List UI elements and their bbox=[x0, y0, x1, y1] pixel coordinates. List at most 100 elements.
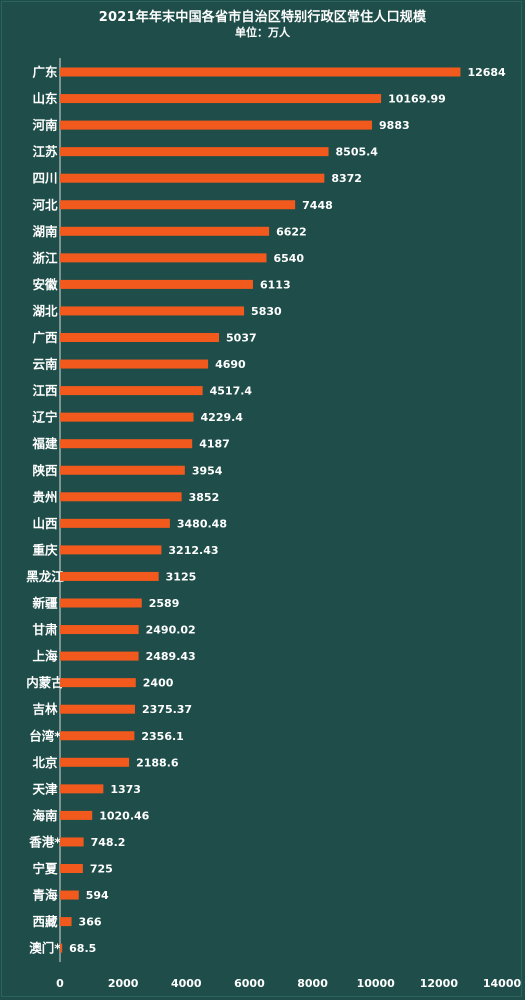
category-label: 广东 bbox=[32, 65, 58, 80]
category-label: 云南 bbox=[32, 357, 58, 372]
bar bbox=[60, 492, 182, 502]
data-label: 9883 bbox=[379, 119, 410, 132]
data-label: 3212.43 bbox=[168, 544, 218, 557]
data-label: 2356.1 bbox=[141, 730, 183, 743]
data-label: 366 bbox=[79, 916, 102, 929]
bar bbox=[60, 412, 194, 422]
category-label: 山西 bbox=[32, 516, 57, 531]
data-label: 4517.4 bbox=[210, 385, 253, 398]
category-label: 宁夏 bbox=[32, 861, 58, 876]
bar bbox=[60, 226, 270, 236]
chart-title: 2021年年末中国各省市自治区特别行政区常住人口规模 bbox=[98, 10, 427, 25]
bar bbox=[60, 864, 83, 873]
chart-subtitle: 单位：万人 bbox=[235, 26, 290, 39]
category-label: 湖南 bbox=[32, 224, 58, 239]
category-label: 重庆 bbox=[32, 542, 58, 557]
bar bbox=[60, 200, 296, 210]
data-label: 6622 bbox=[276, 225, 307, 238]
category-label: 浙江 bbox=[32, 250, 58, 265]
category-label: 山东 bbox=[32, 91, 58, 106]
category-label: 内蒙古 bbox=[26, 675, 64, 690]
bar bbox=[60, 731, 135, 741]
x-tick-label: 0 bbox=[56, 977, 64, 990]
bar bbox=[60, 890, 79, 900]
category-label: 河北 bbox=[32, 197, 58, 212]
bar bbox=[60, 625, 139, 635]
data-label: 4187 bbox=[199, 438, 230, 451]
bar bbox=[60, 837, 84, 847]
bar bbox=[60, 386, 203, 396]
bar bbox=[60, 120, 373, 130]
data-label: 8372 bbox=[331, 172, 362, 185]
bar bbox=[60, 333, 220, 342]
bar bbox=[60, 678, 136, 688]
category-label: 西藏 bbox=[32, 914, 58, 929]
data-label: 2188.6 bbox=[136, 756, 179, 769]
bar bbox=[60, 306, 245, 316]
bar bbox=[60, 279, 253, 289]
bar bbox=[60, 67, 461, 77]
bar bbox=[60, 518, 170, 528]
category-label: 福建 bbox=[31, 436, 58, 451]
x-tick-label: 10000 bbox=[357, 977, 396, 990]
x-tick-label: 4000 bbox=[171, 977, 202, 990]
bar bbox=[60, 810, 93, 820]
category-label: 贵州 bbox=[32, 489, 57, 504]
category-label: 台湾* bbox=[29, 728, 61, 743]
bar bbox=[60, 94, 382, 104]
data-label: 1373 bbox=[110, 783, 141, 796]
category-label: 辽宁 bbox=[32, 410, 57, 425]
category-label: 天津 bbox=[32, 781, 58, 796]
data-label: 4690 bbox=[215, 358, 246, 371]
data-label: 2400 bbox=[143, 677, 174, 690]
x-tick-label: 12000 bbox=[420, 977, 459, 990]
category-label: 陕西 bbox=[32, 463, 57, 478]
data-label: 3125 bbox=[166, 570, 197, 583]
category-label: 海南 bbox=[32, 808, 58, 823]
category-label: 安徽 bbox=[32, 277, 58, 292]
data-label: 12684 bbox=[467, 66, 506, 79]
x-tick-label: 14000 bbox=[483, 977, 522, 990]
category-label: 江西 bbox=[32, 383, 57, 398]
data-label: 6540 bbox=[273, 252, 304, 265]
data-label: 8505.4 bbox=[336, 146, 379, 159]
data-label: 68.5 bbox=[69, 942, 96, 955]
bar bbox=[60, 704, 135, 714]
bar bbox=[60, 545, 162, 555]
data-label: 3852 bbox=[189, 491, 220, 504]
bar bbox=[60, 571, 159, 581]
category-label: 澳门* bbox=[29, 941, 61, 956]
bar bbox=[60, 784, 104, 794]
bar bbox=[60, 943, 63, 953]
bar bbox=[60, 465, 185, 475]
category-label: 江苏 bbox=[32, 144, 58, 159]
category-label: 甘肃 bbox=[32, 622, 58, 637]
bar bbox=[60, 173, 325, 183]
category-label: 河南 bbox=[32, 118, 58, 133]
bar bbox=[60, 598, 142, 608]
bar bbox=[60, 757, 130, 767]
data-label: 4229.4 bbox=[201, 411, 244, 424]
data-label: 3480.48 bbox=[177, 517, 227, 530]
category-label: 青海 bbox=[32, 888, 58, 903]
data-label: 3954 bbox=[192, 464, 223, 477]
data-label: 2490.02 bbox=[146, 624, 196, 637]
x-tick-label: 8000 bbox=[297, 977, 328, 990]
data-label: 2489.43 bbox=[146, 650, 196, 663]
bar bbox=[60, 651, 139, 661]
data-label: 2375.37 bbox=[142, 703, 192, 716]
category-label: 广西 bbox=[32, 330, 57, 345]
data-label: 6113 bbox=[260, 278, 291, 291]
data-label: 5830 bbox=[251, 305, 282, 318]
bar bbox=[60, 253, 267, 263]
category-label: 湖北 bbox=[32, 303, 58, 318]
category-label: 北京 bbox=[32, 755, 58, 770]
bar bbox=[60, 359, 209, 369]
data-label: 2589 bbox=[149, 597, 180, 610]
category-label: 新疆 bbox=[32, 596, 58, 611]
data-label: 594 bbox=[86, 889, 109, 902]
category-label: 四川 bbox=[32, 171, 57, 186]
x-tick-label: 6000 bbox=[234, 977, 265, 990]
